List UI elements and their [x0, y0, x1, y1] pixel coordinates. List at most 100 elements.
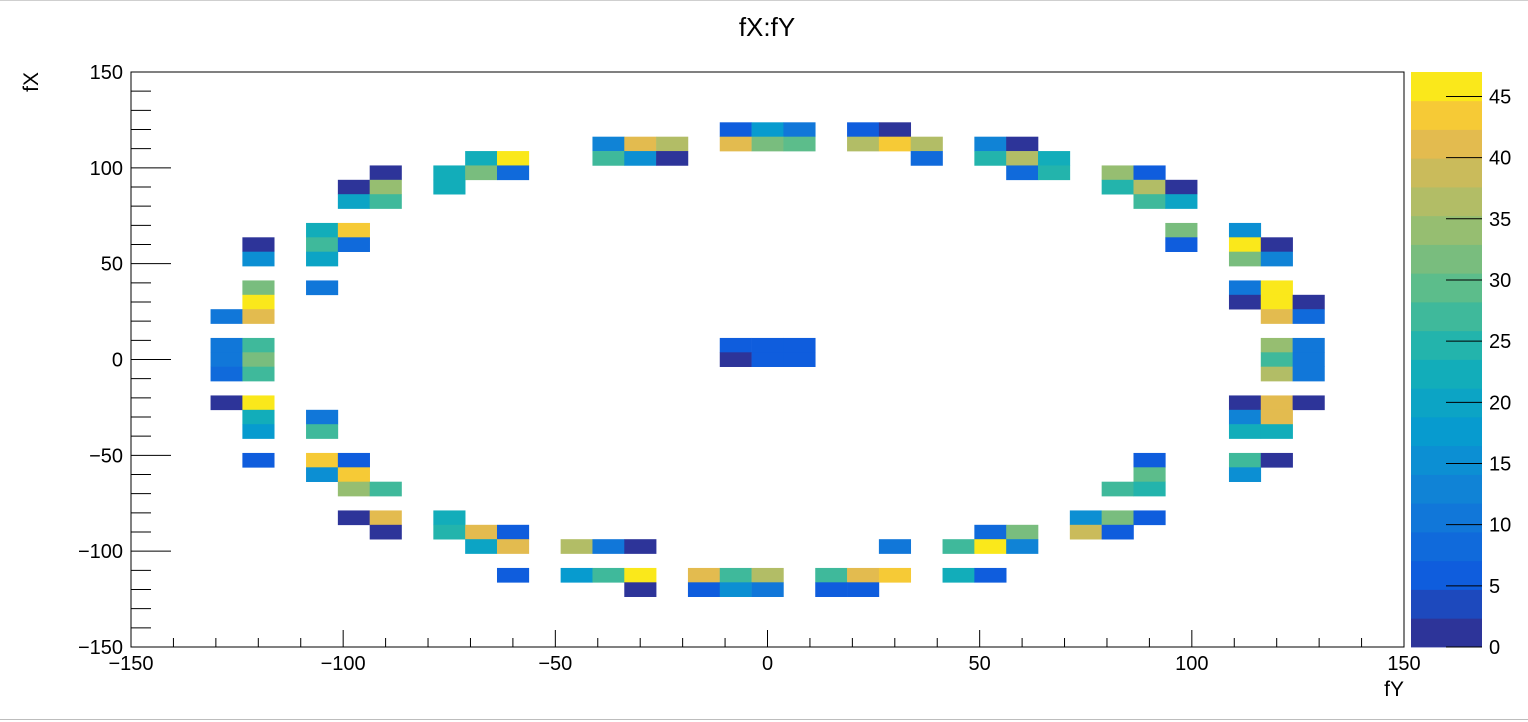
color-scale-tick-label: 20	[1489, 392, 1511, 414]
axes: −150 −100 −50 0 50 100 150 −150 −100 −50 0 50 100 150	[78, 62, 1421, 675]
heatmap-cell	[1165, 222, 1198, 238]
heatmap-cell	[783, 122, 816, 137]
heatmap-cell	[1260, 337, 1293, 353]
heatmap-cell	[242, 309, 275, 324]
heatmap-cell	[1133, 179, 1166, 195]
heatmap-cell	[719, 136, 752, 152]
heatmap-cell	[465, 165, 498, 181]
heatmap-cell	[1292, 309, 1325, 324]
color-scale-band	[1411, 618, 1482, 648]
heatmap-cell	[1228, 251, 1262, 267]
heatmap-cell	[1260, 452, 1293, 468]
heatmap-cell	[1228, 294, 1262, 310]
heatmap-cell	[1006, 524, 1039, 540]
heatmap-cell	[210, 309, 243, 324]
heatmap-cell	[306, 251, 339, 267]
color-scale-band	[1411, 388, 1482, 418]
color-scale-band	[1411, 244, 1482, 274]
heatmap-cell	[878, 122, 912, 137]
heatmap-cells	[210, 122, 1325, 597]
heatmap-cell	[369, 179, 402, 195]
heatmap-cell	[592, 567, 625, 583]
heatmap-cell	[1101, 510, 1134, 526]
heatmap-cell	[592, 539, 625, 554]
heatmap-cell	[337, 481, 370, 497]
color-scale-band	[1411, 445, 1482, 475]
heatmap-cell	[1101, 165, 1134, 181]
heatmap-cell	[783, 136, 816, 152]
heatmap-cell	[942, 567, 975, 583]
heatmap-cell	[306, 280, 339, 296]
heatmap-cell	[1006, 136, 1039, 152]
heatmap-cell	[1260, 280, 1293, 296]
heatmap-cell	[1228, 467, 1262, 482]
heatmap-cell	[783, 337, 816, 353]
color-scale-tick-label: 0	[1489, 637, 1500, 659]
color-scale-band	[1411, 129, 1482, 159]
color-scale-band	[1411, 560, 1482, 590]
heatmap-cell	[496, 165, 530, 181]
heatmap-cell	[306, 467, 339, 482]
heatmap-cell	[465, 151, 498, 166]
heatmap-cell	[306, 424, 339, 439]
heatmap-cell	[1006, 151, 1039, 166]
heatmap-cell	[210, 366, 243, 382]
heatmap-cell	[1133, 510, 1166, 526]
color-scale-band	[1411, 532, 1482, 562]
heatmap-cell	[910, 151, 943, 166]
y-tick-label: −50	[89, 445, 123, 467]
heatmap-cell	[974, 567, 1007, 583]
heatmap-cell	[496, 151, 530, 166]
y-tick-label: 100	[90, 158, 123, 180]
heatmap-cell	[847, 136, 880, 152]
heatmap-cell	[1133, 194, 1166, 209]
heatmap-cell	[878, 567, 912, 583]
color-scale-tick-label: 10	[1489, 515, 1511, 537]
color-scale-band	[1411, 417, 1482, 447]
color-scale-band	[1411, 215, 1482, 245]
heatmap-cell	[1165, 237, 1198, 252]
heatmap-cell	[306, 222, 339, 238]
x-tick-label: −100	[321, 653, 366, 675]
heatmap-cell	[687, 567, 721, 583]
heatmap-cell	[1006, 165, 1039, 181]
x-tick-label: −150	[108, 653, 153, 675]
heatmap-cell	[1006, 539, 1039, 554]
heatmap-cell	[592, 136, 625, 152]
color-scale-tick-label: 5	[1489, 576, 1500, 598]
heatmap-cell	[910, 136, 943, 152]
heatmap-cell	[624, 136, 657, 152]
color-scale-tick-label: 45	[1489, 86, 1511, 108]
heatmap-cell	[433, 179, 466, 195]
heatmap-cell	[337, 452, 370, 468]
heatmap-cell	[242, 337, 275, 353]
heatmap-cell	[974, 524, 1007, 540]
heatmap-cell	[1292, 395, 1325, 411]
heatmap-cell	[878, 539, 912, 554]
heatmap-cell	[242, 424, 275, 439]
heatmap-cell	[1228, 409, 1262, 425]
heatmap-cell	[242, 237, 275, 252]
heatmap-cell	[1292, 366, 1325, 382]
heatmap-cell	[242, 366, 275, 382]
color-scale-band	[1411, 359, 1482, 389]
heatmap-cell	[242, 352, 275, 367]
heatmap-cell	[306, 452, 339, 468]
heatmap-cell	[751, 567, 784, 583]
heatmap-cell	[369, 524, 402, 540]
heatmap-cell	[1228, 395, 1262, 411]
x-tick-label: 150	[1387, 653, 1420, 675]
heatmap-cell	[496, 567, 530, 583]
heatmap-cell	[1260, 424, 1293, 439]
canvas-bottom-border	[0, 719, 1528, 720]
heatmap-cell	[1228, 424, 1262, 439]
heatmap-cell	[337, 237, 370, 252]
heatmap-cell	[1133, 481, 1166, 497]
y-tick-label: 0	[112, 350, 123, 372]
heatmap-cell	[719, 567, 752, 583]
heatmap-cell	[1260, 237, 1293, 252]
heatmap-cell	[1260, 366, 1293, 382]
heatmap-cell	[1260, 395, 1293, 411]
heatmap-cell	[242, 452, 275, 468]
